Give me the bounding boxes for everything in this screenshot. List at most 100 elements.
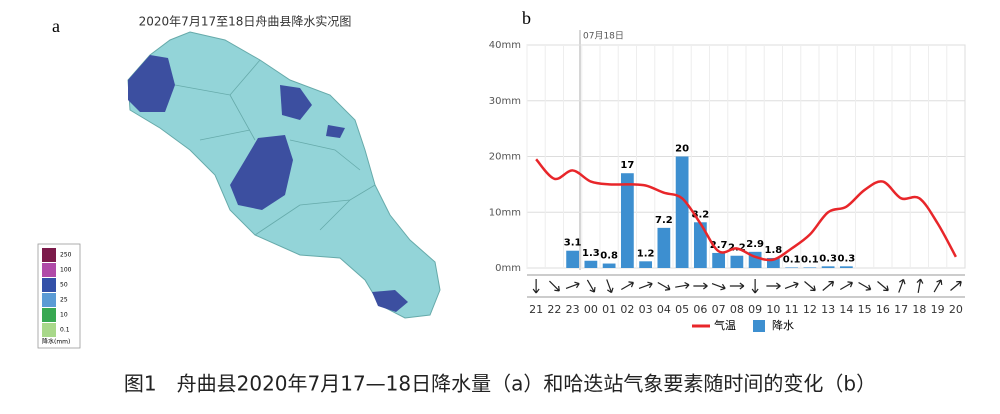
wind-barb — [822, 280, 835, 291]
rain-area — [230, 135, 293, 210]
bar — [712, 252, 726, 268]
wind-barb — [675, 281, 690, 289]
wind-barb — [565, 281, 580, 289]
wind-barb — [586, 279, 596, 293]
x-tick-label: 01 — [602, 303, 616, 316]
x-tick-label: 17 — [894, 303, 908, 316]
wind-barb — [933, 279, 943, 293]
bar — [675, 156, 689, 268]
bar — [821, 266, 835, 268]
bar-label: 0.1 — [783, 254, 801, 265]
panel-label: b — [522, 8, 531, 28]
legend-label: 10 — [60, 312, 68, 319]
wind-barb — [621, 281, 634, 291]
bar-label: 3.1 — [564, 238, 582, 249]
legend-swatch — [42, 293, 56, 307]
bar-label: 0.1 — [801, 254, 819, 265]
temperature-line — [535, 158, 957, 262]
bar — [730, 255, 744, 268]
legend-label: 气温 — [714, 318, 736, 332]
rain-area — [280, 85, 312, 120]
bar — [839, 266, 853, 268]
boundary — [174, 59, 376, 236]
bar-label: 0.3 — [838, 253, 856, 264]
legend-title: 降水(mm) — [42, 338, 70, 346]
x-tick-label: 22 — [547, 303, 561, 316]
bar-label: 17 — [620, 160, 634, 171]
x-tick-label: 08 — [730, 303, 744, 316]
bar — [584, 260, 598, 268]
legend-swatch — [42, 248, 56, 262]
bar — [566, 250, 580, 268]
bar-label: 8.2 — [692, 209, 710, 220]
wind-barb — [711, 283, 726, 291]
wind-barb — [840, 281, 853, 291]
wind-barb — [784, 281, 799, 289]
x-tick-label: 10 — [766, 303, 780, 316]
bar — [639, 261, 653, 268]
caption: 图1 舟曲县2020年7月17—18日降水量（a）和哈迭站气象要素随时间的变化（… — [124, 372, 876, 396]
legend-swatch — [753, 320, 765, 332]
wind-barb — [766, 282, 781, 290]
wind-barb — [693, 282, 708, 290]
x-tick-label: 04 — [657, 303, 671, 316]
wind-barb — [950, 280, 962, 291]
bar — [785, 267, 799, 268]
x-tick-label: 13 — [821, 303, 835, 316]
bar-label: 1.3 — [582, 248, 600, 259]
panel-label: a — [52, 16, 60, 36]
wind-barb — [549, 280, 560, 292]
legend-label: 0.1 — [60, 327, 70, 334]
bar — [602, 263, 616, 268]
bar — [803, 267, 817, 268]
wind-barb — [858, 281, 872, 291]
x-tick-label: 00 — [584, 303, 598, 316]
x-tick-label: 07 — [712, 303, 726, 316]
bar — [693, 222, 707, 268]
x-tick-label: 18 — [912, 303, 926, 316]
bar-label: 1.8 — [765, 245, 783, 256]
x-tick-label: 11 — [785, 303, 799, 316]
legend-label: 100 — [60, 267, 72, 274]
bar-label: 0.3 — [819, 253, 837, 264]
wind-barb — [729, 282, 745, 290]
y-tick-label: 10mm — [489, 207, 521, 218]
wind-barb — [898, 278, 906, 293]
bar-label: 7.2 — [655, 215, 673, 226]
x-tick-label: 02 — [620, 303, 634, 316]
y-tick-label: 0mm — [495, 263, 521, 274]
wind-barb — [751, 279, 759, 294]
legend-swatch — [42, 278, 56, 292]
y-tick-label: 40mm — [489, 40, 521, 51]
y-tick-label: 20mm — [489, 152, 521, 163]
x-tick-label: 12 — [803, 303, 817, 316]
legend-label: 降水 — [772, 318, 794, 332]
x-tick-label: 16 — [876, 303, 890, 316]
bar — [657, 227, 671, 268]
bar — [766, 257, 780, 268]
legend-label: 25 — [60, 297, 68, 304]
x-tick-label: 09 — [748, 303, 762, 316]
wind-barb — [877, 281, 889, 292]
legend-swatch — [42, 308, 56, 322]
rain-area — [128, 55, 175, 112]
x-tick-label: 19 — [931, 303, 945, 316]
annotation: 07月18日 — [583, 31, 624, 42]
legend-swatch — [42, 263, 56, 277]
wind-barb — [532, 279, 540, 294]
bar-label: 0.8 — [600, 251, 618, 262]
rain-area — [372, 290, 408, 312]
wind-barb — [657, 281, 671, 291]
x-tick-label: 21 — [529, 303, 543, 316]
x-tick-label: 15 — [858, 303, 872, 316]
map-title: 2020年7月17至18日舟曲县降水实况图 — [139, 14, 352, 29]
y-tick-label: 30mm — [489, 96, 521, 107]
legend-label: 50 — [60, 282, 68, 289]
x-tick-label: 06 — [693, 303, 707, 316]
legend-label: 250 — [60, 252, 72, 259]
wind-barb — [916, 278, 924, 293]
bar-label: 2.7 — [710, 240, 728, 251]
x-tick-label: 14 — [839, 303, 853, 316]
wind-barb — [638, 281, 653, 289]
